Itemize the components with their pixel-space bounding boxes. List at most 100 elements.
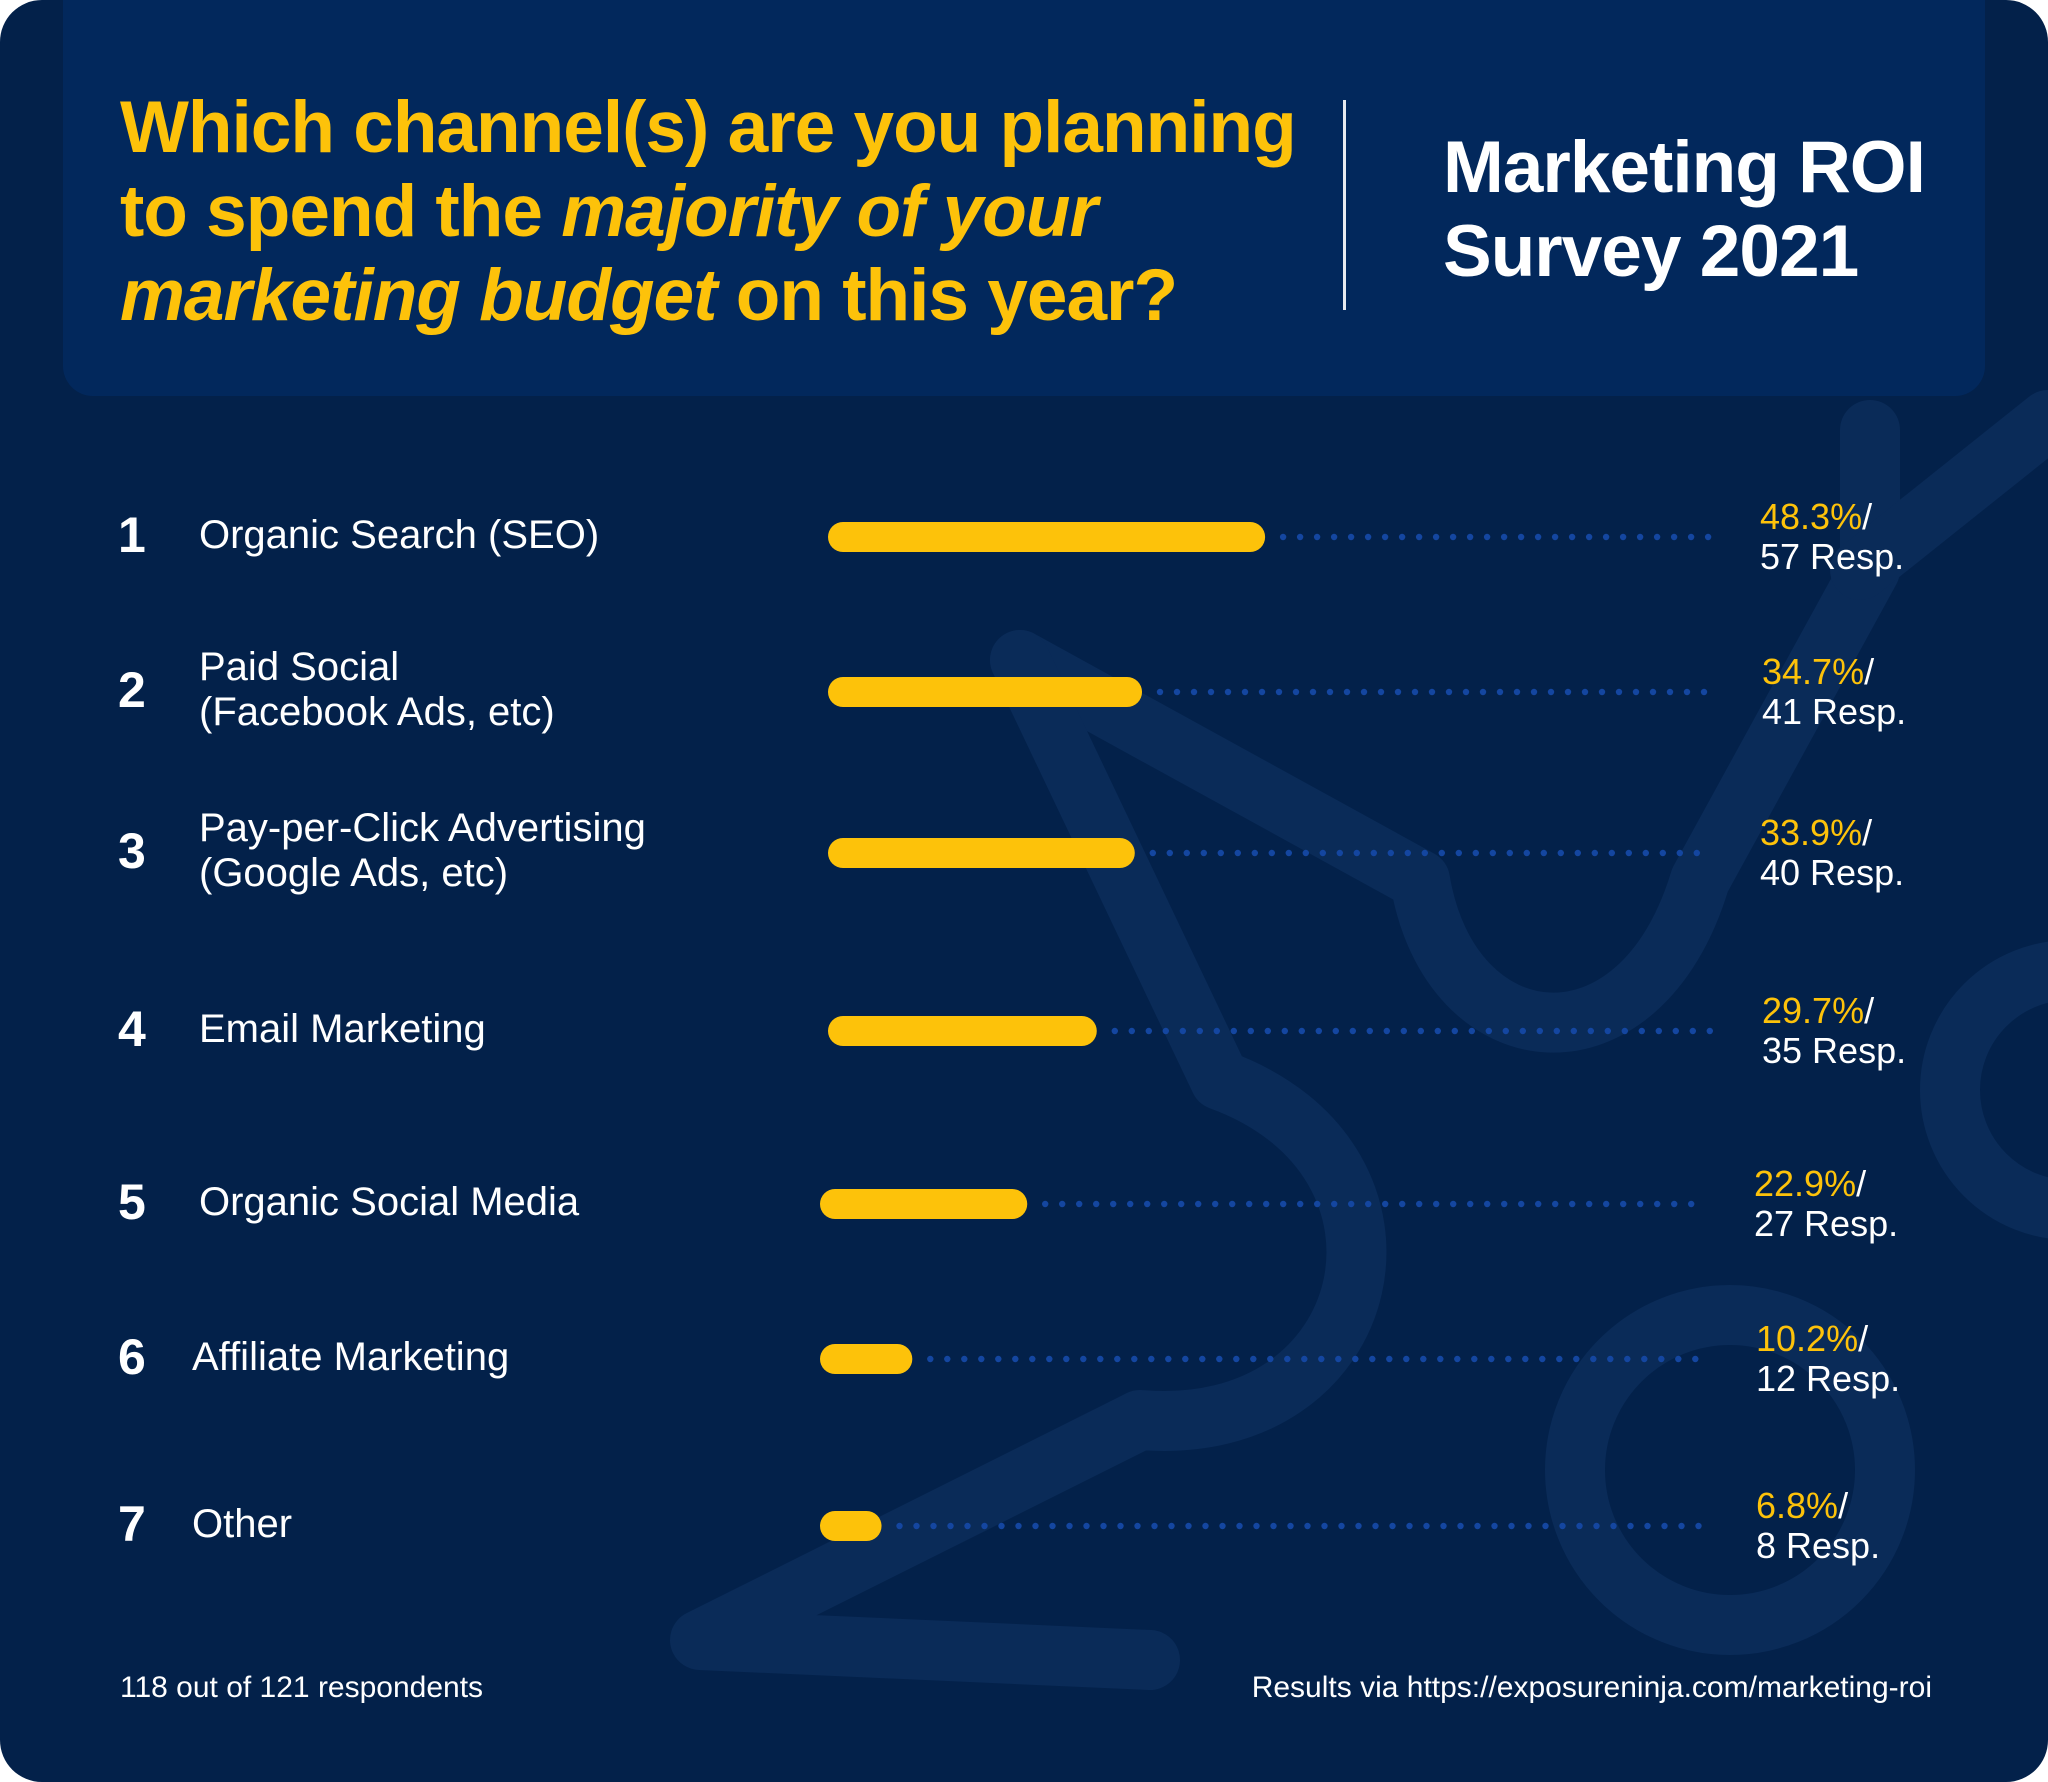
leader-dot <box>1330 533 1338 541</box>
leader-dot <box>1479 688 1487 696</box>
leader-dot <box>1285 849 1293 857</box>
leader-dot <box>1366 1027 1374 1035</box>
leader-dot <box>1059 1200 1066 1208</box>
leader-dot <box>995 1355 1002 1363</box>
leader-dot <box>1513 688 1521 696</box>
leader-dot <box>944 1355 951 1363</box>
leader-dot <box>1501 1200 1508 1208</box>
leader-dot <box>1114 1355 1121 1363</box>
leader-dot <box>1689 1027 1697 1035</box>
leader-dot <box>1604 1027 1612 1035</box>
leader-dot <box>1659 849 1667 857</box>
leader-dot <box>1046 1355 1053 1363</box>
leader-dot <box>1029 1355 1036 1363</box>
leader-dot <box>1296 533 1304 541</box>
question-text-1: Which channel(s) are you planning <box>120 87 1297 168</box>
leader-dot <box>1398 533 1406 541</box>
leader-dot <box>1365 1200 1372 1208</box>
leader-dot <box>1670 533 1678 541</box>
leader-dot <box>1404 849 1412 857</box>
dotted-leader <box>1149 849 1701 857</box>
leader-dot <box>1683 688 1691 696</box>
leader-dot <box>1117 1522 1124 1530</box>
leader-dot <box>1097 1355 1104 1363</box>
row-label-line: Affiliate Marketing <box>192 1334 510 1379</box>
row-label-line: Other <box>192 1501 293 1546</box>
leader-dot <box>1466 533 1474 541</box>
leader-dot <box>1270 1522 1277 1530</box>
dotted-leader <box>1042 1200 1695 1208</box>
leader-dot <box>1111 1027 1119 1035</box>
leader-dot <box>1298 1027 1306 1035</box>
data-label-percent: 22.9% <box>1754 1163 1857 1204</box>
leader-dot <box>1432 533 1440 541</box>
leader-dot <box>1603 1200 1610 1208</box>
leader-dot <box>1042 1200 1049 1208</box>
leader-dot <box>1314 1200 1321 1208</box>
row-label-line: Paid Social <box>199 645 400 689</box>
leader-dot <box>1347 533 1355 541</box>
leader-dot <box>1173 688 1181 696</box>
leader-dot <box>1570 1027 1578 1035</box>
question-text-2: to spend the <box>120 171 562 252</box>
row-rank: 2 <box>118 662 146 718</box>
leader-dot <box>1610 1522 1617 1530</box>
leader-dot <box>1381 533 1389 541</box>
leader-dot <box>1455 849 1463 857</box>
data-label-percent-line: 29.7%/ <box>1762 991 1982 1031</box>
leader-dot <box>1585 533 1593 541</box>
leader-dot <box>1581 688 1589 696</box>
leader-dot <box>1178 1200 1185 1208</box>
leader-dot <box>1607 1355 1614 1363</box>
bar <box>820 1511 882 1541</box>
data-label-percent: 33.9% <box>1760 812 1863 853</box>
leader-dot <box>1502 1027 1510 1035</box>
leader-dot <box>1394 688 1402 696</box>
data-label-percent-line: 22.9%/ <box>1754 1164 1974 1204</box>
bar <box>820 1344 913 1374</box>
leader-dot <box>1496 688 1504 696</box>
leader-dot <box>964 1522 971 1530</box>
leader-dot <box>1449 533 1457 541</box>
leader-dot <box>1319 849 1327 857</box>
leader-dot <box>1229 1200 1236 1208</box>
leader-dot <box>1569 1200 1576 1208</box>
leader-dot <box>1230 1027 1238 1035</box>
leader-dot <box>1704 533 1712 541</box>
leader-dot <box>1655 1027 1663 1035</box>
leader-dot <box>1551 533 1559 541</box>
leader-dot <box>1400 1027 1408 1035</box>
leader-dot <box>1417 1027 1425 1035</box>
leader-dot <box>1100 1522 1107 1530</box>
leader-dot <box>1678 1522 1685 1530</box>
leader-dot <box>1598 688 1606 696</box>
leader-dot <box>1212 1200 1219 1208</box>
data-label-percent: 29.7% <box>1762 990 1865 1031</box>
leader-dot <box>1217 849 1225 857</box>
leader-dot <box>913 1522 920 1530</box>
question-line-2: to spend the majority of your <box>120 170 1320 254</box>
row-rank: 3 <box>118 823 146 879</box>
leader-dot <box>1556 1355 1563 1363</box>
leader-dot <box>1258 688 1266 696</box>
leader-dot <box>1151 1522 1158 1530</box>
dotted-leader <box>1111 1027 1714 1035</box>
leader-dot <box>1263 1200 1270 1208</box>
row-rank: 6 <box>118 1329 146 1385</box>
header-divider <box>1343 100 1346 310</box>
leader-dot <box>1553 1027 1561 1035</box>
data-label: 10.2%/12 Resp. <box>1756 1319 1976 1399</box>
leader-dot <box>1369 1355 1376 1363</box>
leader-dot <box>1420 1355 1427 1363</box>
leader-dot <box>1438 849 1446 857</box>
leader-dot <box>1268 849 1276 857</box>
leader-dot <box>1517 533 1525 541</box>
leader-dot <box>896 1522 903 1530</box>
leader-dot <box>1080 1355 1087 1363</box>
leader-dot <box>1131 1355 1138 1363</box>
leader-dot <box>1162 1027 1170 1035</box>
leader-dot <box>1483 533 1491 541</box>
leader-dot <box>1012 1355 1019 1363</box>
leader-dot <box>1542 1522 1549 1530</box>
question-text-3: on this year? <box>716 255 1178 336</box>
